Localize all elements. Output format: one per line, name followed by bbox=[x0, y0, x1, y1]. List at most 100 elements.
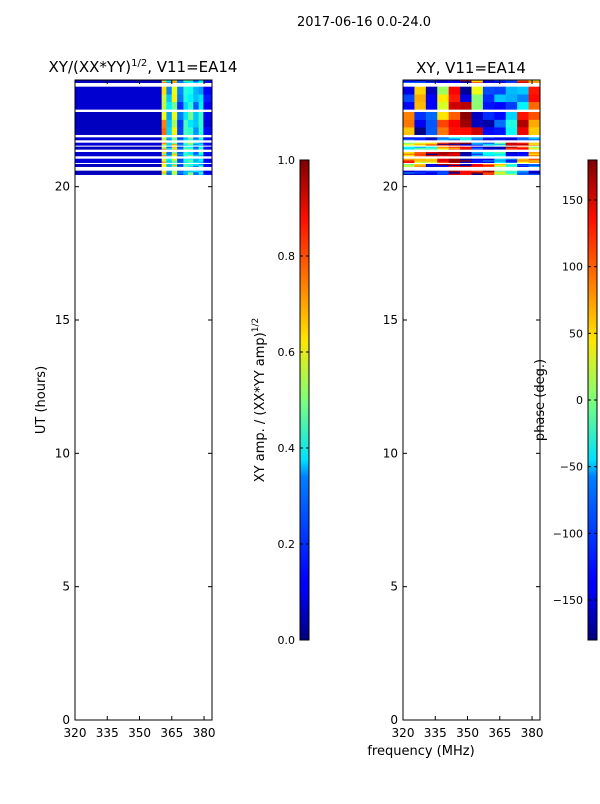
heatmap-cell bbox=[198, 81, 204, 83]
heatmap-cell bbox=[203, 161, 213, 163]
heatmap-cell bbox=[166, 148, 173, 150]
heatmap-cell bbox=[448, 119, 461, 128]
heatmap-cell bbox=[171, 127, 178, 135]
heatmap-cell bbox=[471, 170, 484, 173]
heatmap-cell bbox=[448, 80, 461, 83]
heatmap-cell bbox=[193, 81, 199, 83]
heatmap-cell bbox=[161, 80, 167, 82]
heatmap-cell bbox=[414, 173, 427, 175]
plot-background bbox=[403, 80, 540, 720]
x-tick-label: 380 bbox=[193, 726, 216, 740]
heatmap-cell bbox=[425, 94, 438, 103]
heatmap-cell bbox=[193, 154, 199, 157]
heatmap-cell bbox=[183, 139, 189, 141]
heatmap-cell bbox=[414, 170, 427, 173]
heatmap-cell bbox=[437, 146, 449, 148]
heatmap-cell bbox=[183, 153, 189, 155]
heatmap-cell bbox=[166, 119, 173, 128]
heatmap-cell bbox=[505, 160, 518, 162]
heatmap-cell bbox=[177, 101, 184, 110]
heatmap-cell bbox=[528, 147, 541, 149]
colorbar-tick-label: −100 bbox=[553, 527, 583, 540]
heatmap-cell bbox=[75, 164, 162, 167]
heatmap-cell bbox=[494, 146, 507, 148]
heatmap-cell bbox=[505, 144, 518, 146]
heatmap-cell bbox=[471, 143, 484, 145]
heatmap-cell bbox=[193, 119, 199, 128]
heatmap-cell bbox=[171, 80, 178, 83]
heatmap-cell bbox=[166, 112, 173, 120]
heatmap-cell bbox=[448, 170, 461, 173]
heatmap-cell bbox=[161, 144, 167, 146]
heatmap-cell bbox=[482, 80, 495, 83]
heatmap-cell bbox=[75, 146, 162, 150]
heatmap-cell bbox=[198, 112, 204, 120]
left-title: XY/(XX*YY)1/2, V11=EA14 bbox=[49, 58, 238, 76]
heatmap-cell bbox=[471, 164, 484, 166]
x-tick-label: 350 bbox=[456, 726, 479, 740]
y-tick-label: 20 bbox=[383, 180, 398, 194]
heatmap-cell bbox=[482, 112, 495, 120]
heatmap-cell bbox=[171, 142, 178, 144]
heatmap-cell bbox=[198, 80, 204, 82]
heatmap-cell bbox=[494, 154, 507, 157]
heatmap-cell bbox=[471, 164, 484, 167]
heatmap-cell bbox=[437, 158, 449, 161]
heatmap-cell bbox=[161, 170, 167, 173]
heatmap-cell bbox=[471, 80, 484, 82]
heatmap-cell bbox=[203, 153, 213, 155]
heatmap-cell bbox=[482, 160, 495, 162]
heatmap-cell bbox=[161, 160, 167, 162]
heatmap-cell bbox=[177, 137, 184, 139]
heatmap-cell bbox=[517, 160, 529, 162]
heatmap-cell bbox=[403, 172, 415, 174]
heatmap-cell bbox=[471, 94, 484, 103]
heatmap-cell bbox=[203, 142, 213, 144]
y-tick-label: 10 bbox=[55, 446, 70, 460]
heatmap-cell bbox=[171, 86, 178, 95]
heatmap-cell bbox=[166, 165, 173, 167]
heatmap-cell bbox=[177, 81, 184, 83]
heatmap-cell bbox=[187, 165, 194, 167]
right-title: XY, V11=EA14 bbox=[416, 59, 526, 77]
heatmap-cell bbox=[471, 147, 484, 149]
heatmap-cell bbox=[171, 170, 178, 173]
heatmap-cell bbox=[203, 137, 213, 139]
y-tick-label: 5 bbox=[390, 580, 398, 594]
heatmap-cell bbox=[171, 119, 178, 128]
heatmap-cell bbox=[183, 164, 189, 167]
heatmap-cell bbox=[177, 138, 184, 140]
heatmap-cell bbox=[414, 153, 427, 155]
heatmap-cell bbox=[517, 173, 529, 175]
heatmap-cell bbox=[505, 137, 518, 139]
heatmap-cell bbox=[414, 147, 427, 149]
heatmap-cell bbox=[517, 152, 529, 154]
heatmap-cell bbox=[482, 143, 495, 145]
heatmap-cell bbox=[494, 119, 507, 128]
heatmap-cell bbox=[161, 164, 167, 167]
heatmap-cell bbox=[203, 143, 213, 145]
heatmap-cell bbox=[177, 153, 184, 155]
heatmap-cell bbox=[403, 165, 415, 167]
x-tick-label: 350 bbox=[128, 726, 151, 740]
heatmap-cell bbox=[75, 86, 162, 110]
heatmap-cell bbox=[166, 154, 173, 157]
colorbar-tick-label: 50 bbox=[569, 327, 583, 340]
heatmap-cell bbox=[448, 160, 461, 162]
heatmap-cell bbox=[494, 86, 507, 95]
heatmap-cell bbox=[171, 173, 178, 175]
heatmap-cell bbox=[403, 80, 415, 83]
heatmap-cell bbox=[528, 81, 541, 83]
heatmap-cell bbox=[171, 101, 178, 110]
heatmap-cell bbox=[166, 164, 173, 167]
heatmap-cell bbox=[482, 127, 495, 135]
heatmap-cell bbox=[425, 144, 438, 146]
heatmap-cell bbox=[414, 148, 427, 150]
heatmap-cell bbox=[505, 81, 518, 83]
heatmap-cell bbox=[187, 152, 194, 154]
heatmap-cell bbox=[437, 80, 449, 83]
heatmap-cell bbox=[448, 81, 461, 83]
heatmap-cell bbox=[187, 170, 194, 173]
heatmap-cell bbox=[517, 81, 529, 83]
heatmap-cell bbox=[183, 144, 189, 146]
